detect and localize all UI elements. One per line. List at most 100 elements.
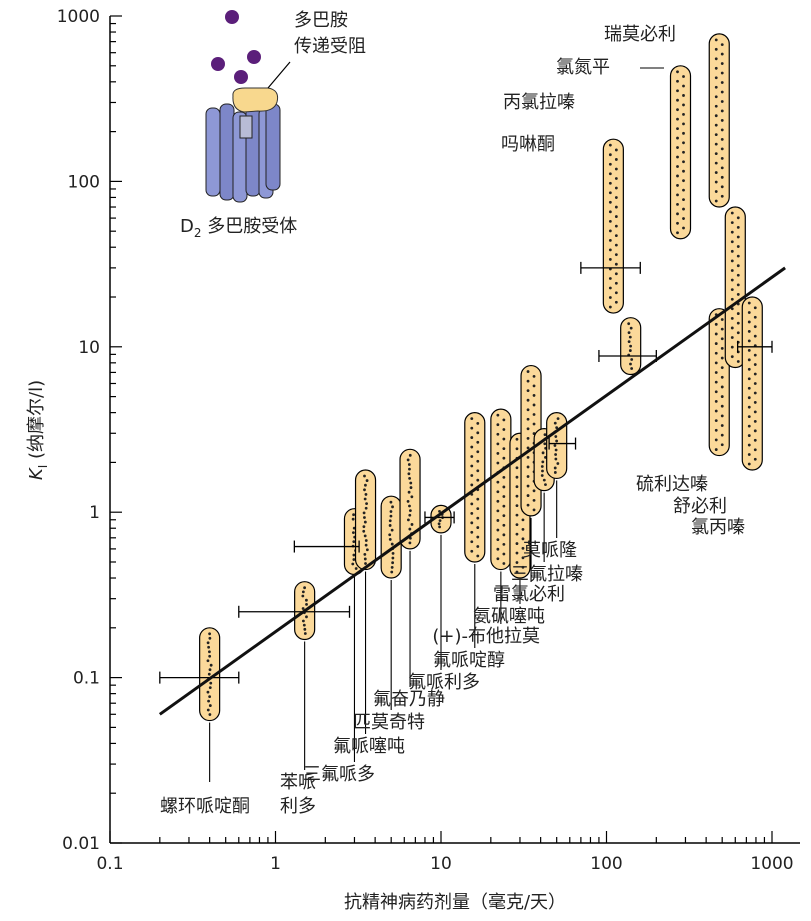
- ki-data-point: [502, 495, 506, 498]
- ki-data-point: [720, 100, 724, 103]
- ki-data-point: [714, 409, 718, 413]
- ki-data-point: [526, 484, 530, 488]
- ki-data-point: [720, 156, 724, 160]
- ki-data-point: [555, 439, 559, 443]
- ki-data-point: [608, 143, 612, 147]
- ki-data-point: [714, 66, 718, 70]
- ki-data-point: [676, 202, 679, 206]
- ki-data-point: [714, 361, 718, 365]
- ki-data-point: [208, 668, 212, 672]
- ki-data-point: [532, 403, 536, 407]
- drug-group: [708, 308, 730, 457]
- ki-data-point: [502, 418, 506, 422]
- ki-data-point: [496, 538, 500, 542]
- ki-data-point: [753, 363, 757, 366]
- ki-data-point: [408, 509, 412, 513]
- ki-data-point: [526, 436, 530, 440]
- ki-data-point: [714, 85, 718, 89]
- ki-data-point: [614, 186, 618, 190]
- ki-data-point: [747, 424, 751, 428]
- ki-data-point: [526, 379, 530, 383]
- ki-data-point: [352, 553, 356, 557]
- ki-data-point: [541, 469, 544, 473]
- ki-data-point: [714, 199, 718, 203]
- ki-data-point: [406, 500, 410, 503]
- ki-data-point: [391, 551, 395, 555]
- ki-data-point: [351, 531, 355, 535]
- ki-data-point: [496, 442, 500, 446]
- ki-data-point: [614, 196, 618, 199]
- ki-data-point: [629, 362, 632, 366]
- drug-group: [598, 317, 657, 376]
- ki-data-point: [730, 288, 734, 292]
- ki-data-point: [470, 417, 474, 421]
- ki-data-point: [502, 552, 506, 556]
- drug-label: 三氟拉嗪: [511, 564, 583, 585]
- ki-data-point: [720, 318, 724, 321]
- ki-data-point: [747, 348, 751, 352]
- ki-data-point: [521, 527, 525, 531]
- ki-data-point: [614, 281, 618, 285]
- drug-group: [464, 412, 486, 563]
- drug-label: (+)-布他拉莫: [432, 626, 540, 647]
- blocking-label: 多巴胺: [294, 10, 348, 31]
- ki-data-point: [352, 513, 355, 517]
- ki-data-point: [476, 459, 480, 463]
- ki-data-point: [753, 410, 757, 414]
- ki-data-point: [362, 511, 366, 515]
- ki-data-point: [747, 443, 751, 447]
- ki-data-point: [388, 533, 392, 537]
- ki-data-point: [676, 70, 679, 74]
- ki-data-point: [363, 516, 366, 519]
- ki-data-point: [720, 71, 724, 75]
- regression-line: [158, 266, 786, 716]
- ki-data-point: [208, 636, 212, 640]
- ki-data-point: [608, 238, 612, 242]
- receptor-label: D2 多巴胺受体: [180, 216, 297, 240]
- ki-data-point: [470, 436, 474, 439]
- ki-data-point: [496, 557, 500, 561]
- ki-data-point: [496, 480, 500, 484]
- ki-data-point: [301, 619, 305, 623]
- ki-data-point: [496, 461, 500, 465]
- ki-data-point: [714, 142, 718, 146]
- ki-data-point: [736, 245, 740, 248]
- ki-data-point: [753, 429, 757, 433]
- ki-data-point: [496, 413, 500, 417]
- ki-data-point: [747, 358, 751, 362]
- drug-label: 三氟哌多: [303, 764, 375, 785]
- ki-data-point: [747, 330, 751, 333]
- ki-data-point: [515, 532, 519, 536]
- ki-data-point: [629, 326, 633, 330]
- ki-data-point: [406, 458, 410, 462]
- ki-data-point: [388, 524, 392, 527]
- ki-data-point: [714, 380, 718, 384]
- ki-data-point: [682, 217, 685, 220]
- ki-data-point: [363, 534, 367, 538]
- ki-data-point: [720, 366, 724, 370]
- ki-data-point: [682, 112, 685, 116]
- ki-data-point: [532, 489, 536, 493]
- ki-data-point: [470, 464, 474, 468]
- ki-data-point: [470, 530, 474, 534]
- ki-data-point: [470, 474, 474, 477]
- ki-data-point: [753, 372, 757, 376]
- ki-data-point: [720, 375, 724, 379]
- y-tick-label: 1: [89, 503, 100, 523]
- dopamine-molecule: [247, 50, 261, 64]
- ki-data-point: [730, 297, 734, 301]
- ki-data-point: [476, 545, 480, 548]
- ki-data-point: [720, 128, 724, 132]
- ki-data-point: [544, 483, 547, 487]
- drug-label: 雷氯必利: [493, 584, 565, 605]
- drug-label: 舒必利: [673, 496, 727, 517]
- ki-range-bar: [399, 448, 421, 550]
- drug-label: 苯哌: [280, 772, 316, 793]
- ki-data-point: [408, 504, 411, 508]
- ki-data-point: [608, 219, 612, 223]
- ki-data-point: [532, 413, 536, 416]
- ki-data-point: [676, 117, 679, 121]
- ki-data-point: [676, 89, 679, 93]
- ki-data-point: [496, 490, 500, 494]
- ki-data-point: [720, 137, 724, 141]
